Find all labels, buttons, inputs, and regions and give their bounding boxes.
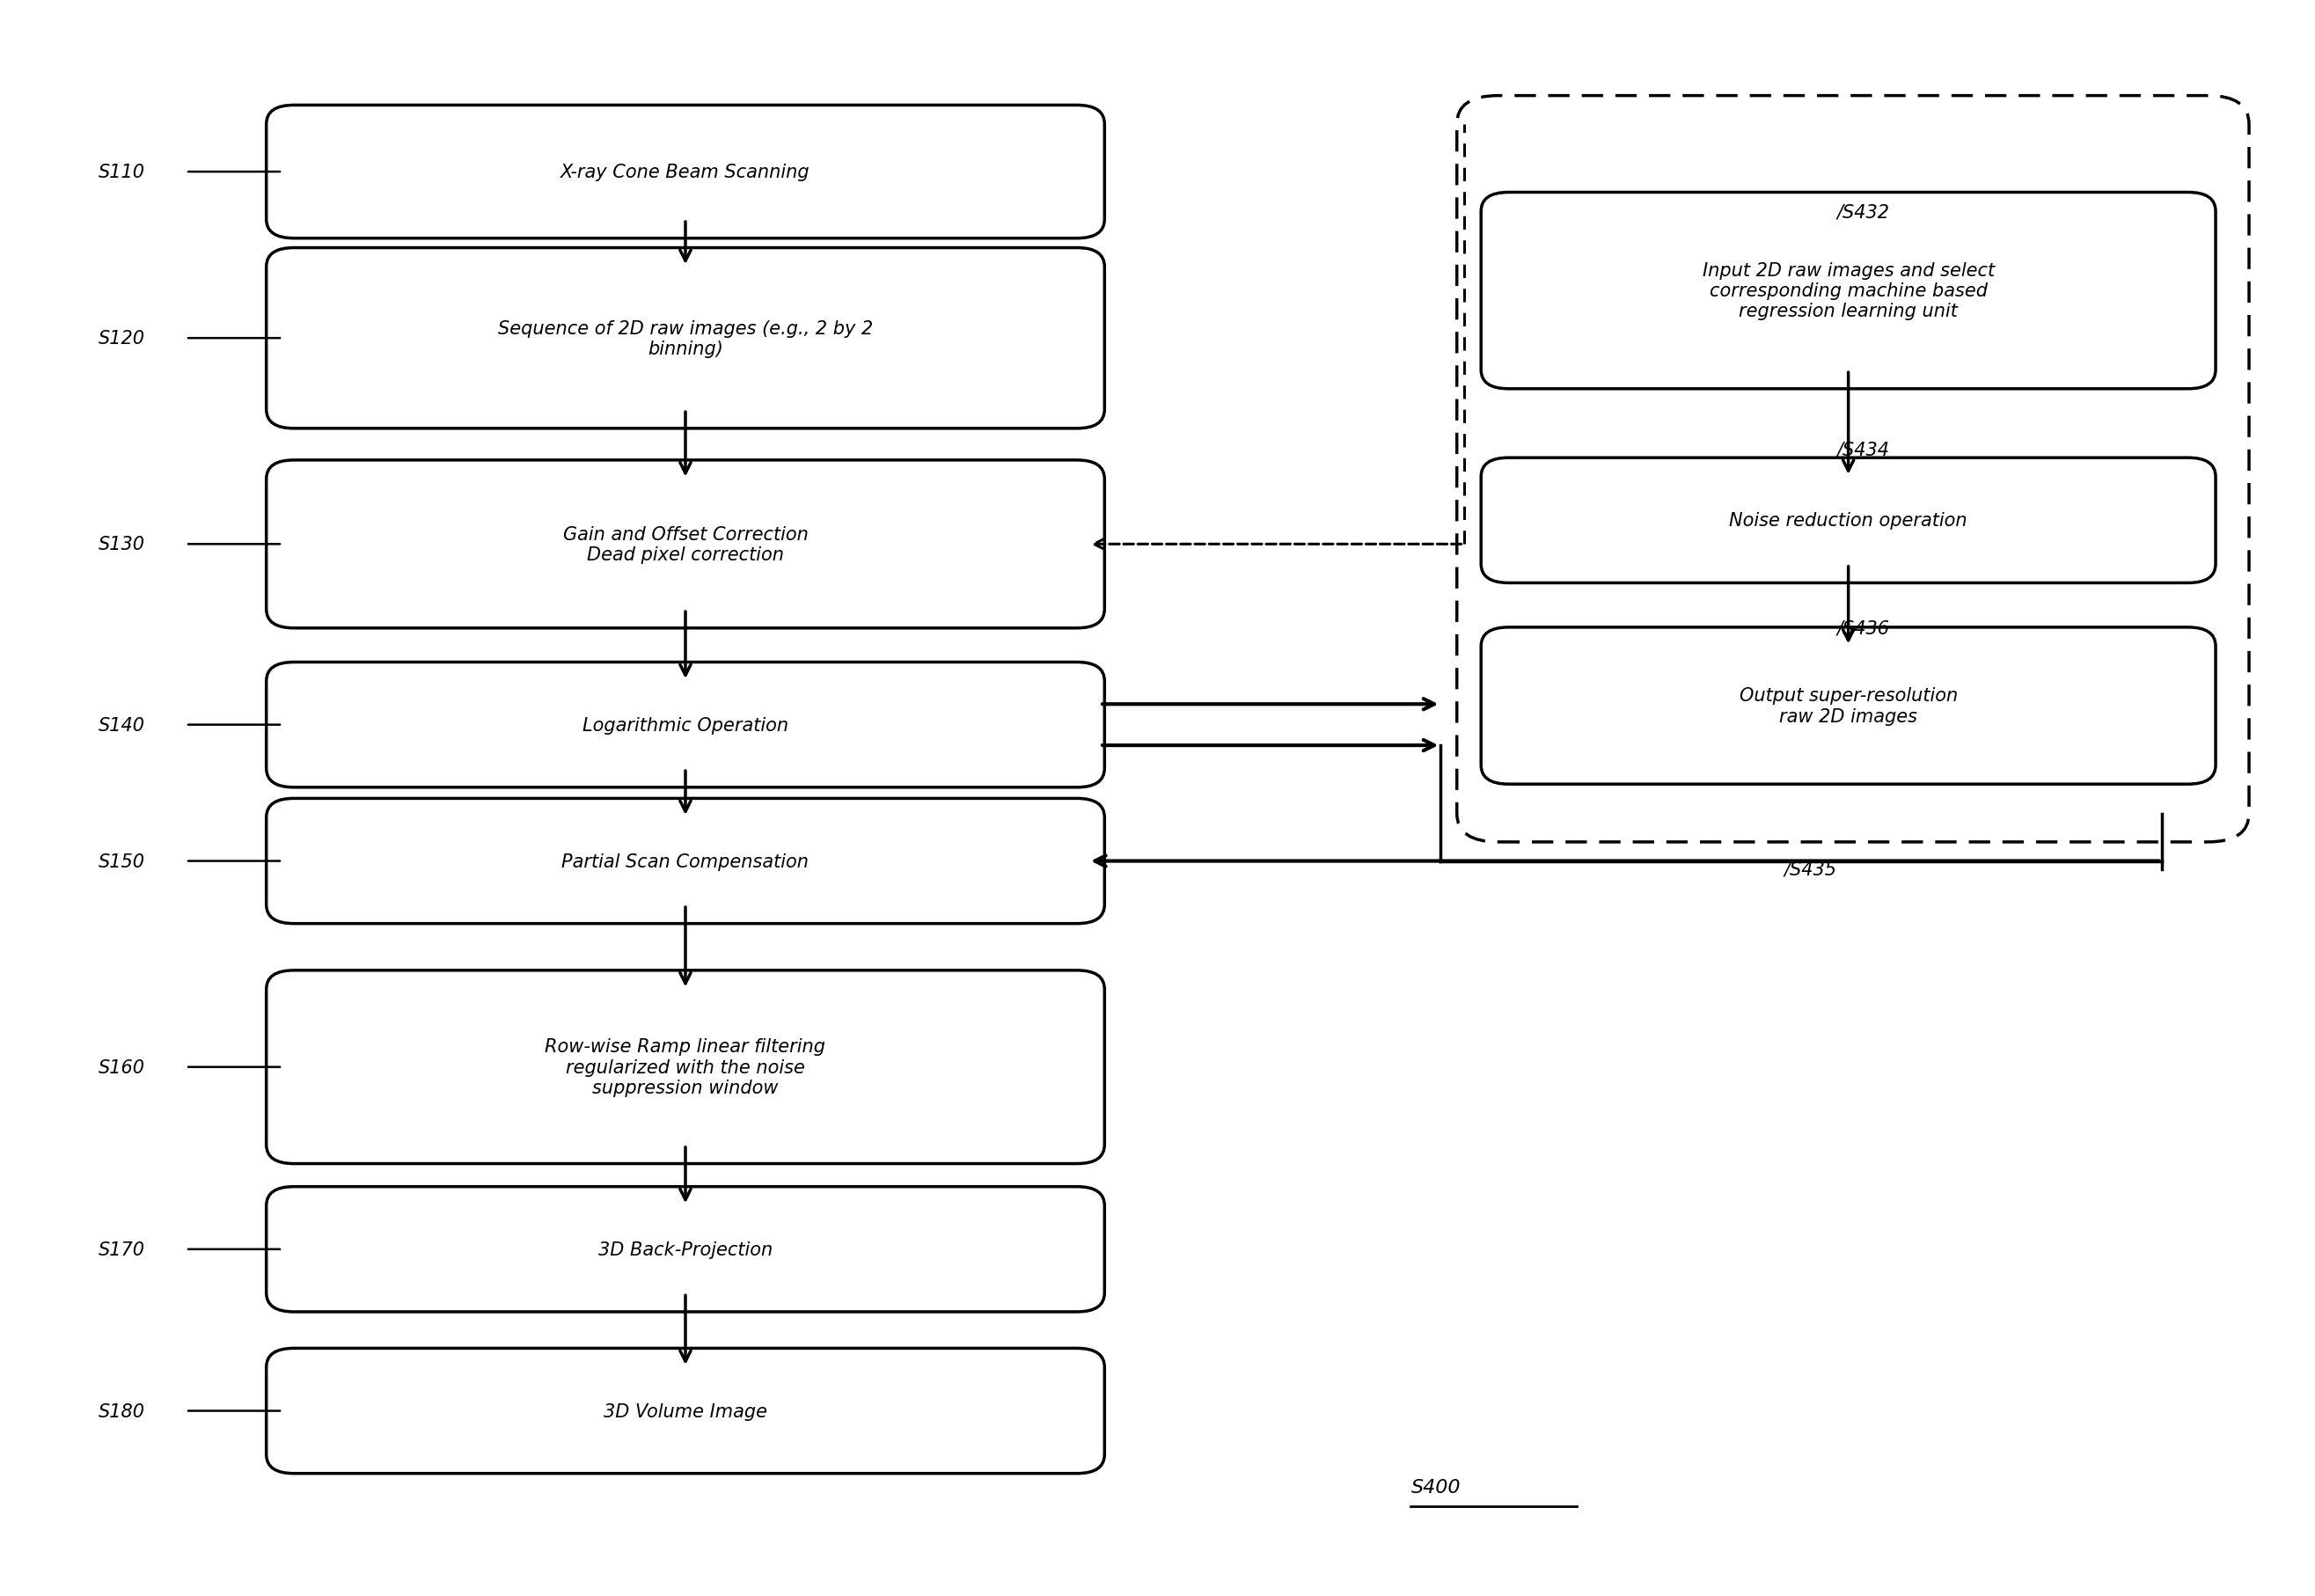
Text: 3D Back-Projection: 3D Back-Projection — [597, 1240, 773, 1258]
Text: Input 2D raw images and select
corresponding machine based
regression learning u: Input 2D raw images and select correspon… — [1702, 262, 1996, 321]
FancyBboxPatch shape — [266, 105, 1104, 239]
Text: Logarithmic Operation: Logarithmic Operation — [583, 717, 789, 734]
FancyBboxPatch shape — [266, 461, 1104, 629]
Text: S160: S160 — [97, 1058, 146, 1076]
Text: Row-wise Ramp linear filtering
regularized with the noise
suppression window: Row-wise Ramp linear filtering regulariz… — [544, 1037, 826, 1096]
Text: Gain and Offset Correction
Dead pixel correction: Gain and Offset Correction Dead pixel co… — [563, 525, 808, 563]
FancyBboxPatch shape — [1482, 627, 2215, 785]
FancyBboxPatch shape — [266, 249, 1104, 429]
Text: /S432: /S432 — [1836, 203, 1889, 220]
FancyBboxPatch shape — [266, 662, 1104, 788]
Text: S110: S110 — [97, 164, 146, 182]
Text: S400: S400 — [1410, 1478, 1461, 1495]
FancyBboxPatch shape — [266, 1187, 1104, 1312]
FancyBboxPatch shape — [266, 1349, 1104, 1473]
Text: S120: S120 — [97, 330, 146, 348]
Text: S150: S150 — [97, 852, 146, 870]
FancyBboxPatch shape — [1482, 193, 2215, 389]
Text: 3D Volume Image: 3D Volume Image — [604, 1403, 766, 1420]
Text: S130: S130 — [97, 536, 146, 554]
Text: Output super-resolution
raw 2D images: Output super-resolution raw 2D images — [1739, 688, 1958, 725]
Text: S170: S170 — [97, 1240, 146, 1258]
FancyBboxPatch shape — [266, 798, 1104, 924]
Text: Noise reduction operation: Noise reduction operation — [1729, 512, 1968, 530]
Text: S180: S180 — [97, 1403, 146, 1420]
Text: /S434: /S434 — [1836, 440, 1889, 458]
Text: S140: S140 — [97, 717, 146, 734]
Text: Partial Scan Compensation: Partial Scan Compensation — [563, 852, 808, 870]
Text: X-ray Cone Beam Scanning: X-ray Cone Beam Scanning — [560, 164, 810, 182]
Text: /S435: /S435 — [1785, 860, 1836, 878]
FancyBboxPatch shape — [1482, 458, 2215, 584]
FancyBboxPatch shape — [266, 970, 1104, 1163]
Text: Sequence of 2D raw images (e.g., 2 by 2
binning): Sequence of 2D raw images (e.g., 2 by 2 … — [498, 319, 873, 358]
Text: /S436: /S436 — [1836, 619, 1889, 637]
